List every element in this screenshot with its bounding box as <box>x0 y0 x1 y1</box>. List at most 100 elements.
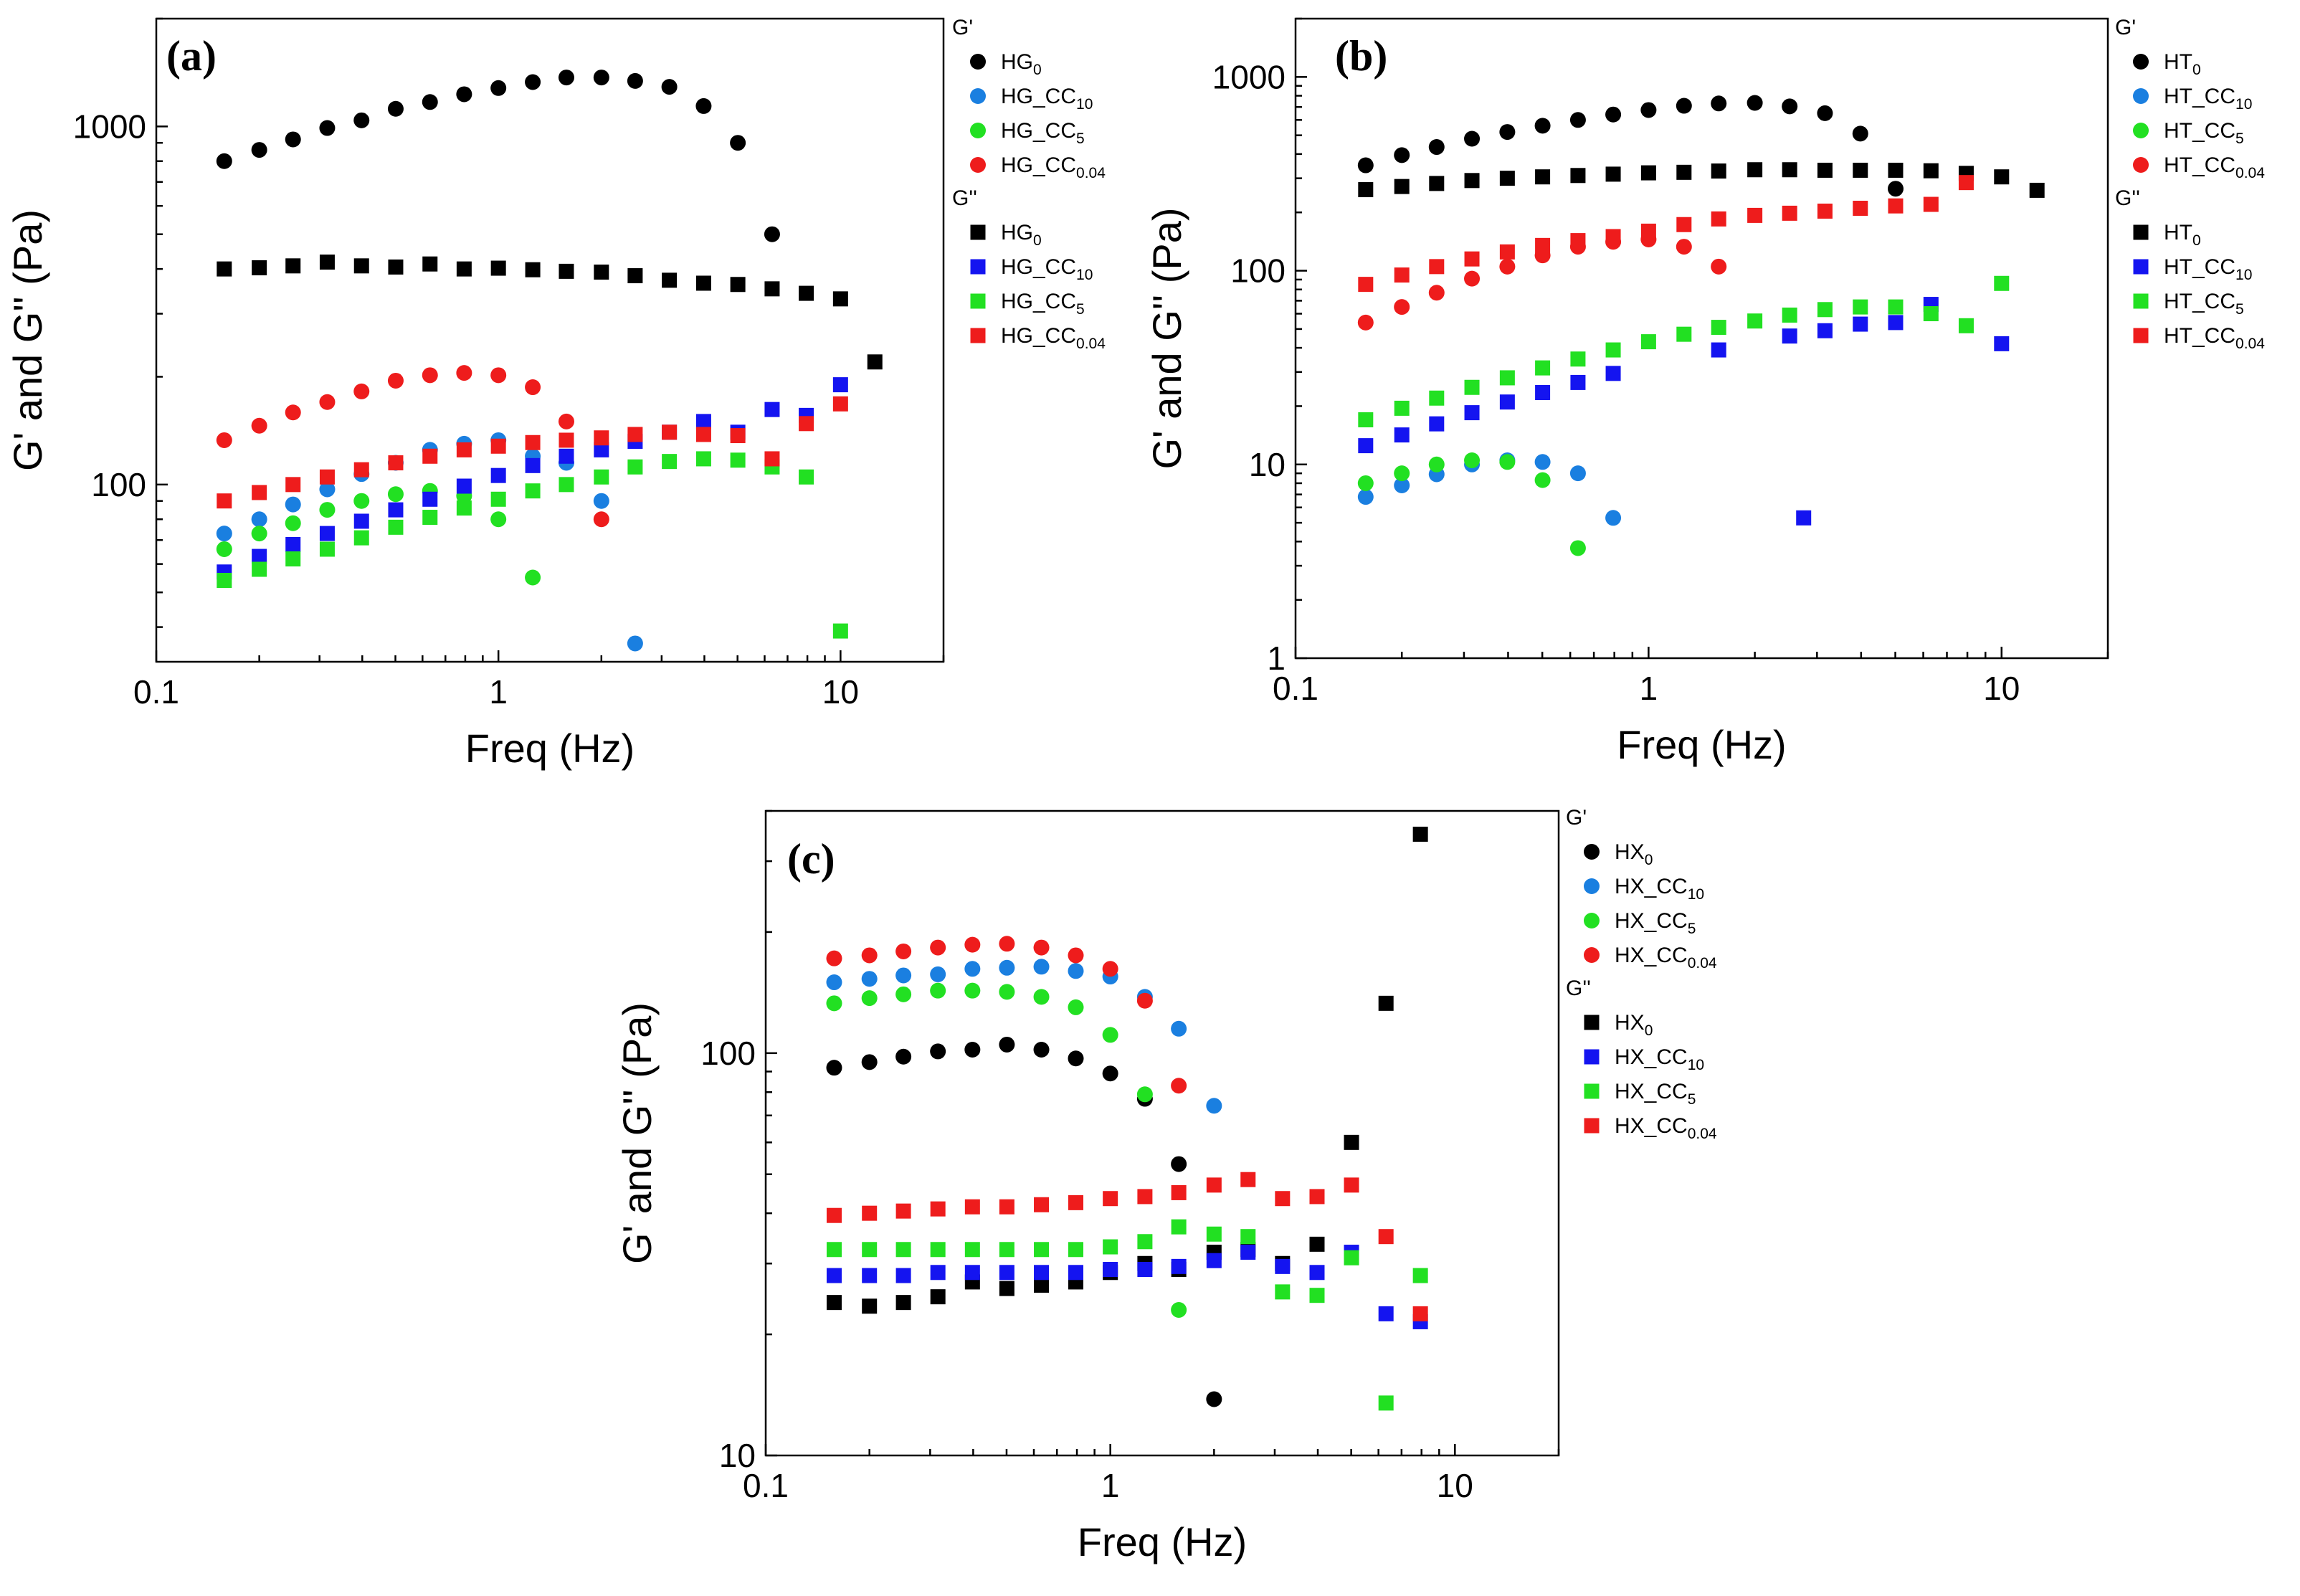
data-point <box>1102 1065 1118 1082</box>
data-point <box>1428 285 1445 301</box>
data-point <box>1171 1078 1187 1094</box>
data-point <box>862 1205 878 1221</box>
data-point <box>1240 1172 1256 1187</box>
data-point <box>1747 162 1763 178</box>
series-g-hg0 <box>217 255 883 370</box>
data-point <box>627 459 643 475</box>
data-point <box>1309 1189 1325 1205</box>
legend-marker <box>2133 54 2149 70</box>
y-axis-title: G' and G'' (Pa) <box>1144 207 1189 469</box>
data-point <box>826 1060 842 1076</box>
data-point <box>387 486 404 503</box>
data-point <box>558 70 574 86</box>
data-point <box>1309 1265 1325 1281</box>
data-point <box>1136 1086 1153 1103</box>
series-g-hx0 <box>826 827 1428 1314</box>
data-point <box>216 432 232 448</box>
data-point <box>388 259 404 275</box>
data-point <box>1534 454 1551 470</box>
data-point <box>695 414 711 429</box>
data-point <box>730 452 746 468</box>
data-point <box>799 469 814 485</box>
data-point <box>1534 472 1551 488</box>
data-point <box>832 377 848 393</box>
data-point <box>1344 1177 1359 1193</box>
y-tick-label: 1000 <box>1212 58 1286 95</box>
data-point <box>1171 1302 1187 1319</box>
data-point <box>1888 315 1904 331</box>
data-point <box>799 416 814 432</box>
data-point <box>895 1295 911 1311</box>
data-point <box>285 477 301 493</box>
data-point <box>862 1268 878 1283</box>
data-point <box>930 966 946 982</box>
data-point <box>319 394 336 410</box>
legend-marker <box>2133 123 2149 138</box>
data-point <box>1394 179 1410 194</box>
data-point <box>422 367 438 384</box>
data-point <box>525 74 541 90</box>
legend-label: HX_CC10 <box>1615 1045 1704 1073</box>
data-point <box>1103 1239 1118 1255</box>
data-point <box>1782 162 1797 178</box>
data-point <box>251 417 267 434</box>
legend-marker <box>970 259 986 275</box>
panel-label: (b) <box>1335 32 1387 80</box>
legend-label: HX_CC5 <box>1615 1080 1696 1108</box>
data-point <box>1817 323 1833 338</box>
data-point <box>1782 205 1797 221</box>
series-g-ht-cc5 <box>1357 452 1586 556</box>
data-point <box>388 455 404 471</box>
data-point <box>1711 211 1726 227</box>
data-point <box>1412 827 1428 842</box>
data-point <box>1068 947 1084 964</box>
data-point <box>1570 233 1586 249</box>
data-point <box>1640 334 1656 350</box>
data-point <box>1068 1194 1084 1210</box>
data-point <box>999 936 1015 952</box>
data-point <box>422 491 438 507</box>
data-point <box>456 478 472 494</box>
data-point <box>1378 995 1394 1011</box>
data-point <box>1958 175 1974 191</box>
legend-label: HT_CC0.04 <box>2164 324 2265 352</box>
data-point <box>1068 963 1084 979</box>
data-point <box>1357 475 1374 491</box>
data-point <box>661 79 678 95</box>
data-point <box>456 261 472 277</box>
data-point <box>1429 176 1445 191</box>
data-point <box>1711 342 1726 358</box>
legend-marker <box>2133 88 2149 104</box>
legend-label: HG_CC10 <box>1001 85 1093 113</box>
data-point <box>1378 1395 1394 1411</box>
data-point <box>1888 162 1904 178</box>
data-point <box>1378 1229 1394 1245</box>
data-point <box>1103 1262 1118 1278</box>
data-point <box>1852 125 1868 142</box>
series-g-hx-cc10 <box>826 959 1222 1114</box>
panel-label: (a) <box>166 32 217 80</box>
legend-group-title: G'' <box>2115 186 2140 210</box>
data-point <box>1605 342 1621 358</box>
legend-group-title: G' <box>1566 806 1587 830</box>
legend-marker <box>1584 878 1600 894</box>
data-point <box>1499 394 1515 410</box>
x-tick-label: 1 <box>1101 1467 1120 1504</box>
data-point <box>319 481 336 498</box>
x-axis-title: Freq (Hz) <box>1078 1519 1247 1564</box>
data-point <box>1103 1191 1118 1207</box>
data-point <box>1240 1245 1256 1260</box>
data-point <box>388 519 404 535</box>
data-point <box>593 511 609 528</box>
data-point <box>1033 1042 1050 1058</box>
data-point <box>1853 200 1868 216</box>
data-point <box>559 448 574 464</box>
data-point <box>1499 124 1516 141</box>
data-point <box>1569 112 1586 128</box>
data-point <box>826 1268 842 1283</box>
data-point <box>1309 1236 1325 1252</box>
data-point <box>1394 465 1410 482</box>
data-point <box>1887 181 1904 197</box>
data-point <box>1570 374 1586 390</box>
